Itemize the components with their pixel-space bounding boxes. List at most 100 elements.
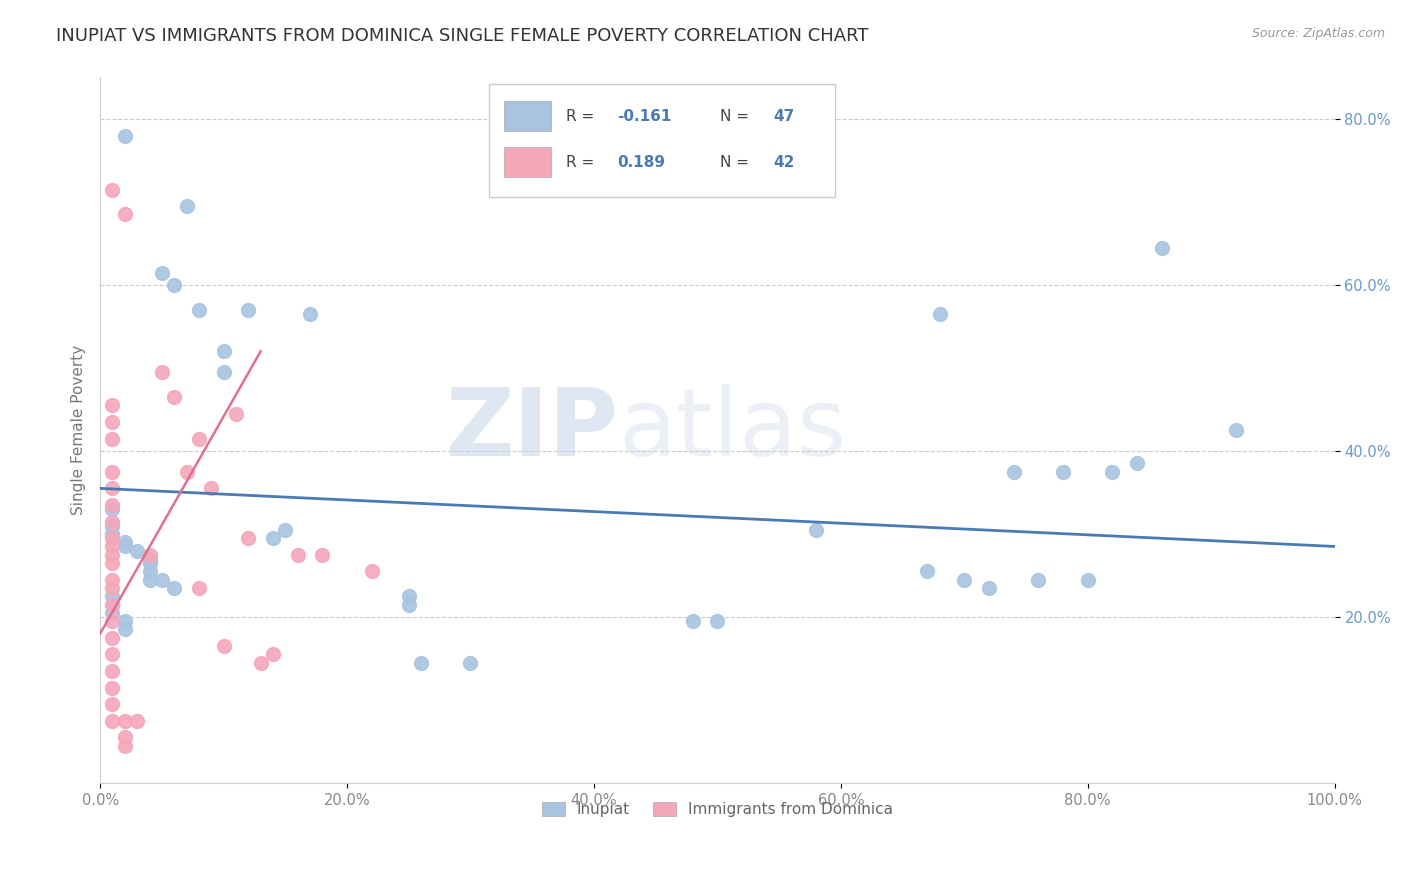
Point bbox=[114, 540, 136, 554]
Point bbox=[187, 302, 209, 317]
Point bbox=[101, 606, 124, 620]
Point bbox=[460, 656, 482, 670]
Point bbox=[187, 581, 209, 595]
Point bbox=[101, 502, 124, 516]
Point bbox=[114, 128, 136, 143]
Point bbox=[127, 714, 149, 728]
Point bbox=[163, 277, 186, 292]
Point bbox=[187, 432, 209, 446]
Point bbox=[101, 531, 124, 545]
Point bbox=[1150, 241, 1173, 255]
Point bbox=[101, 540, 124, 554]
Point bbox=[101, 589, 124, 603]
Point bbox=[287, 548, 309, 562]
Point bbox=[150, 573, 173, 587]
Point bbox=[360, 565, 382, 579]
Point bbox=[238, 302, 260, 317]
Point bbox=[101, 598, 124, 612]
Text: INUPIAT VS IMMIGRANTS FROM DOMINICA SINGLE FEMALE POVERTY CORRELATION CHART: INUPIAT VS IMMIGRANTS FROM DOMINICA SING… bbox=[56, 27, 869, 45]
Point bbox=[114, 623, 136, 637]
Point bbox=[262, 531, 284, 545]
Point bbox=[238, 531, 260, 545]
Point bbox=[398, 589, 420, 603]
Point bbox=[101, 548, 124, 562]
Point bbox=[101, 518, 124, 533]
Point bbox=[176, 199, 198, 213]
Point bbox=[163, 581, 186, 595]
Text: R =: R = bbox=[565, 109, 599, 124]
Point bbox=[1101, 465, 1123, 479]
Legend: Inupiat, Immigrants from Dominica: Inupiat, Immigrants from Dominica bbox=[534, 794, 901, 825]
Point bbox=[114, 614, 136, 628]
FancyBboxPatch shape bbox=[503, 147, 551, 177]
Point bbox=[138, 573, 160, 587]
Point bbox=[101, 481, 124, 495]
Point bbox=[1052, 465, 1074, 479]
Point bbox=[101, 681, 124, 695]
Point bbox=[114, 207, 136, 221]
Point bbox=[411, 656, 433, 670]
Point bbox=[706, 614, 728, 628]
Point bbox=[200, 481, 222, 495]
FancyBboxPatch shape bbox=[503, 102, 551, 131]
Point bbox=[101, 465, 124, 479]
Text: ZIP: ZIP bbox=[446, 384, 619, 476]
Point bbox=[1225, 423, 1247, 437]
Point bbox=[101, 556, 124, 570]
Point bbox=[1126, 457, 1149, 471]
Text: 0.189: 0.189 bbox=[617, 154, 665, 169]
Point bbox=[977, 581, 1000, 595]
Text: R =: R = bbox=[565, 154, 599, 169]
Point bbox=[114, 739, 136, 753]
Text: N =: N = bbox=[720, 109, 754, 124]
Point bbox=[212, 639, 235, 653]
Point bbox=[212, 365, 235, 379]
Point bbox=[176, 465, 198, 479]
Point bbox=[101, 182, 124, 196]
Point bbox=[150, 365, 173, 379]
Point bbox=[398, 598, 420, 612]
Text: atlas: atlas bbox=[619, 384, 846, 476]
Point bbox=[917, 565, 939, 579]
Point bbox=[101, 714, 124, 728]
Point bbox=[101, 527, 124, 541]
Point bbox=[150, 266, 173, 280]
Point bbox=[953, 573, 976, 587]
Text: Source: ZipAtlas.com: Source: ZipAtlas.com bbox=[1251, 27, 1385, 40]
Point bbox=[101, 573, 124, 587]
Point bbox=[928, 307, 950, 321]
Point bbox=[114, 714, 136, 728]
Point bbox=[298, 307, 321, 321]
Point bbox=[101, 614, 124, 628]
Point bbox=[101, 697, 124, 711]
Point bbox=[101, 498, 124, 512]
Point bbox=[262, 648, 284, 662]
Point bbox=[1028, 573, 1050, 587]
Text: 42: 42 bbox=[773, 154, 794, 169]
Point bbox=[101, 432, 124, 446]
Point bbox=[127, 543, 149, 558]
Point bbox=[101, 415, 124, 429]
Point bbox=[249, 656, 271, 670]
Point bbox=[1002, 465, 1025, 479]
Point bbox=[114, 731, 136, 745]
Point bbox=[101, 581, 124, 595]
Point bbox=[138, 556, 160, 570]
Point bbox=[101, 664, 124, 678]
Point bbox=[163, 390, 186, 404]
Point bbox=[114, 535, 136, 549]
Point bbox=[101, 515, 124, 529]
Point bbox=[804, 523, 827, 537]
Point bbox=[225, 407, 247, 421]
Text: 47: 47 bbox=[773, 109, 794, 124]
Point bbox=[682, 614, 704, 628]
Text: N =: N = bbox=[720, 154, 754, 169]
Point bbox=[138, 548, 160, 562]
Point bbox=[138, 552, 160, 566]
Point bbox=[311, 548, 333, 562]
Point bbox=[138, 565, 160, 579]
Y-axis label: Single Female Poverty: Single Female Poverty bbox=[72, 345, 86, 516]
Point bbox=[101, 648, 124, 662]
Point bbox=[101, 398, 124, 412]
Text: -0.161: -0.161 bbox=[617, 109, 672, 124]
